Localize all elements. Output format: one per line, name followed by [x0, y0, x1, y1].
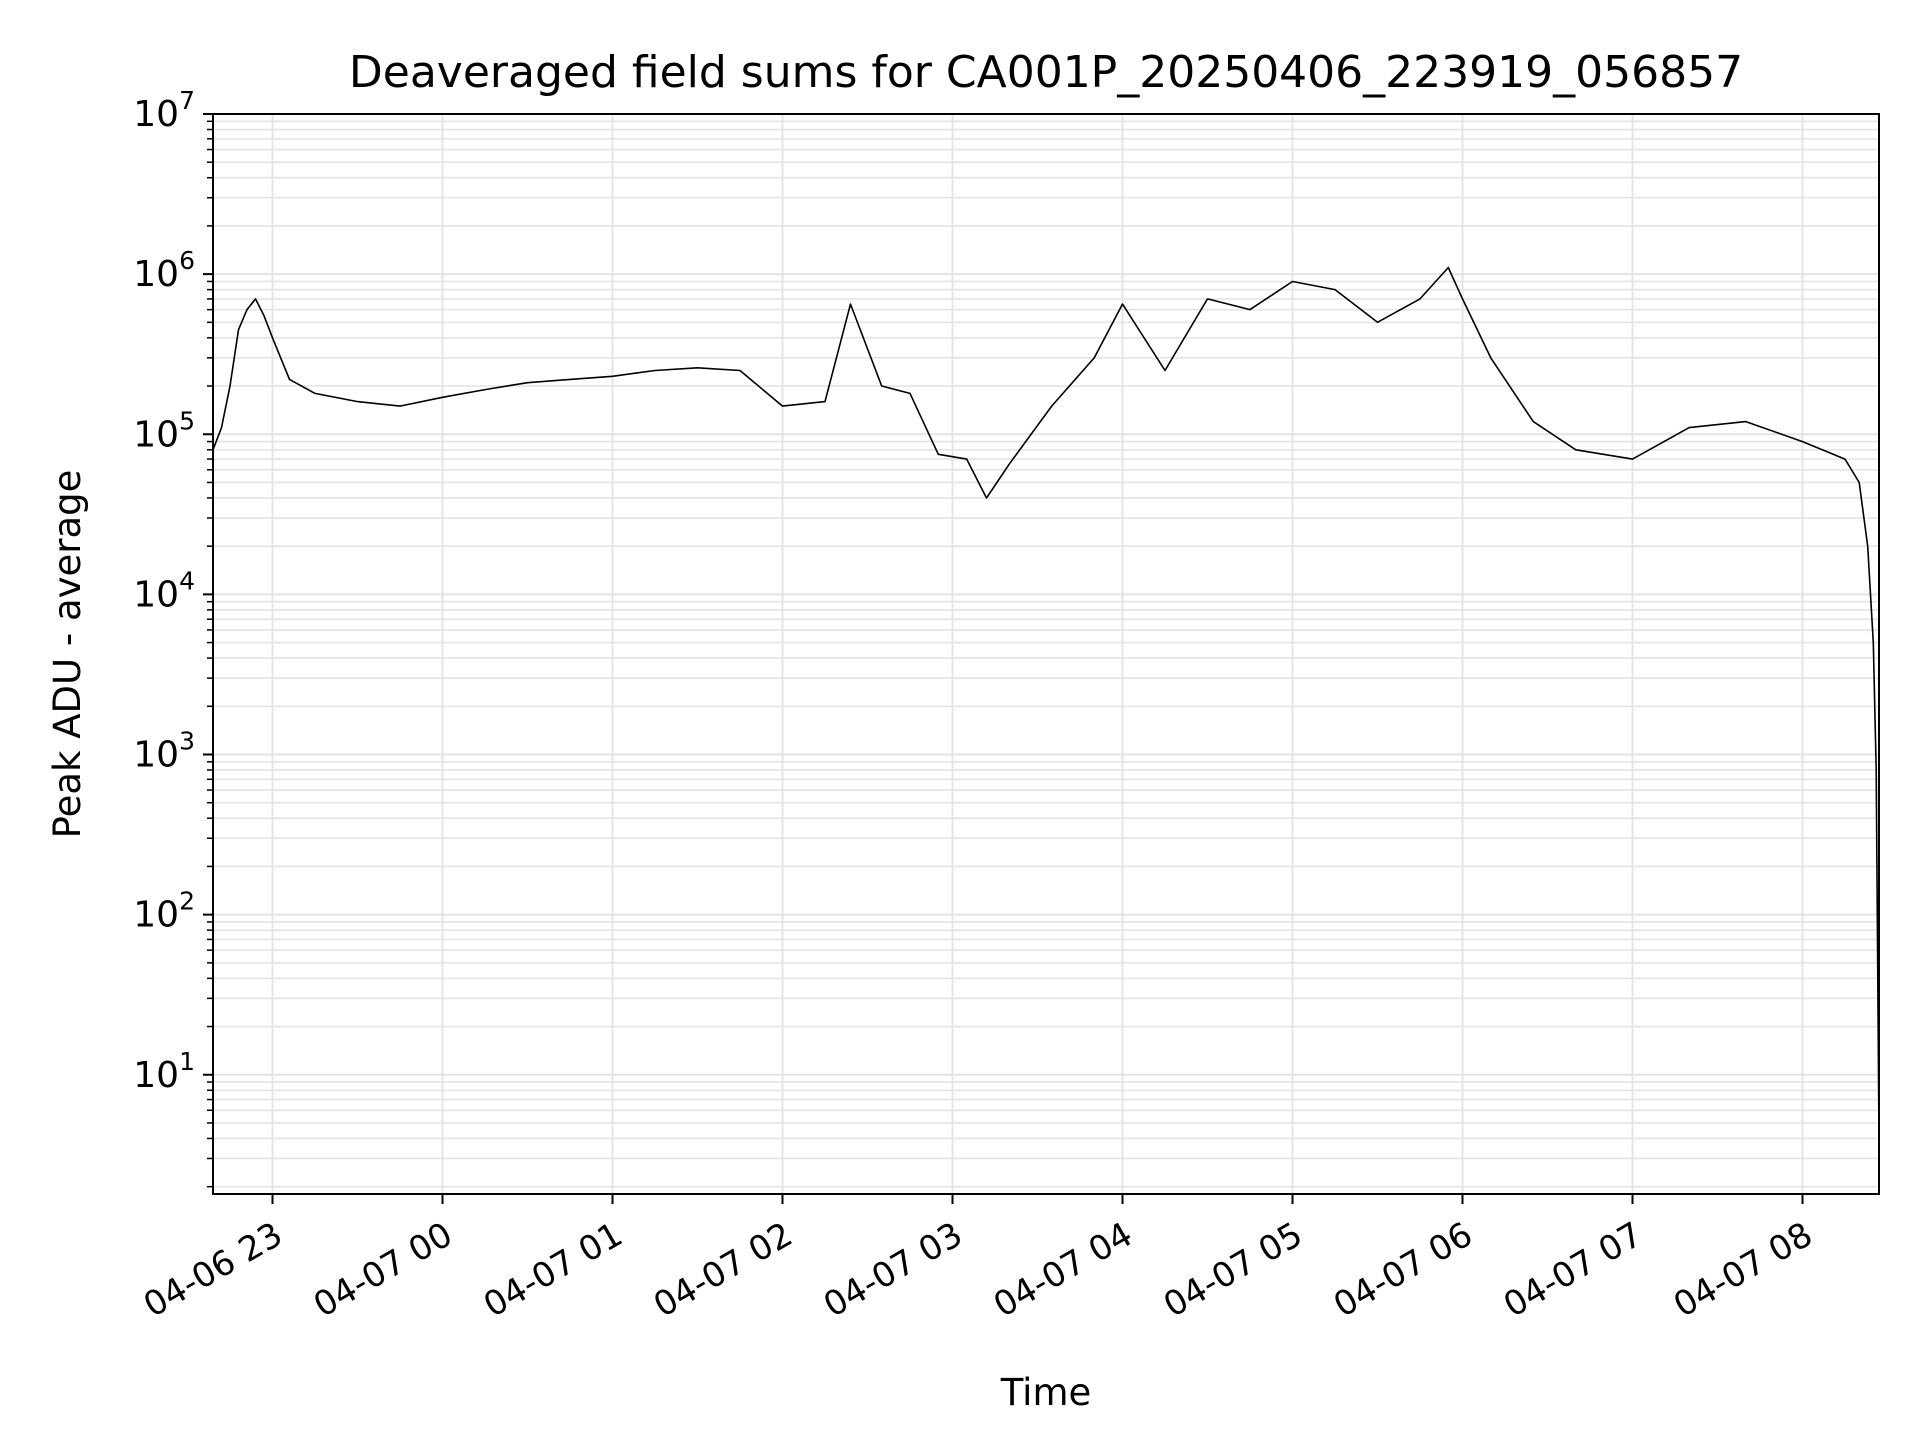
grid-layer [213, 114, 1879, 1194]
y-tick-exponent: 2 [179, 887, 195, 916]
y-axis-label: Peak ADU - average [46, 470, 89, 839]
y-tick-label: 101 [133, 1047, 195, 1096]
y-tick-label: 103 [133, 727, 195, 776]
y-tick-exponent: 1 [179, 1047, 195, 1076]
chart-title: Deaveraged field sums for CA001P_2025040… [349, 47, 1743, 98]
y-tick-base: 10 [133, 94, 179, 135]
y-tick-exponent: 3 [179, 727, 195, 756]
x-axis-label: Time [1000, 1371, 1092, 1414]
y-tick-label: 106 [133, 246, 195, 295]
y-tick-label: 102 [133, 887, 195, 936]
y-tick-base: 10 [133, 574, 179, 615]
plot-frame [212, 113, 1880, 1195]
y-tick-base: 10 [133, 1055, 179, 1096]
y-tick-exponent: 7 [179, 86, 195, 115]
y-tick-exponent: 4 [179, 566, 195, 595]
y-tick-label: 107 [133, 86, 195, 135]
y-tick-base: 10 [133, 254, 179, 295]
series-line [212, 266, 1880, 1139]
y-tick-label: 104 [133, 566, 195, 615]
y-tick-base: 10 [133, 414, 179, 455]
series-layer [212, 266, 1880, 1139]
y-tick-exponent: 6 [179, 246, 195, 275]
y-tick-base: 10 [133, 735, 179, 776]
y-tick-exponent: 5 [179, 406, 195, 435]
y-tick-label: 105 [133, 406, 195, 455]
y-tick-base: 10 [133, 895, 179, 936]
